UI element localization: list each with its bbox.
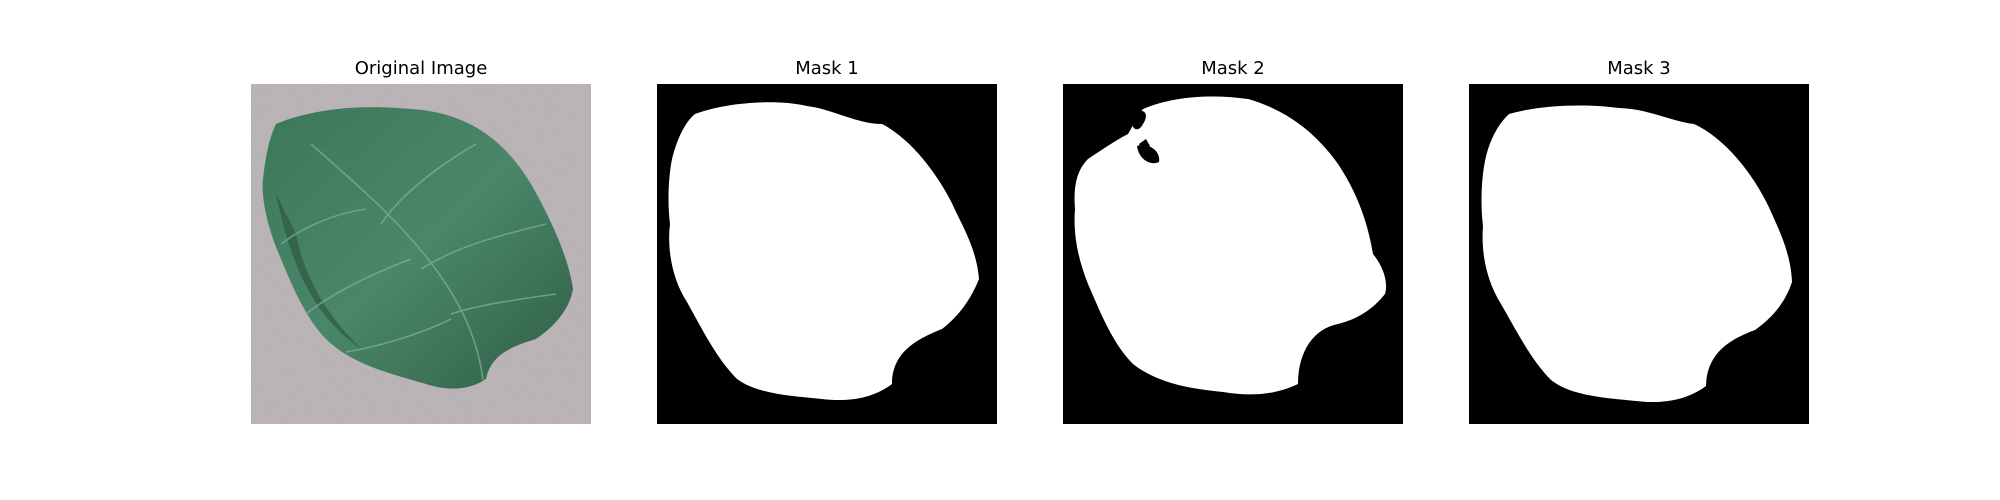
leaf-veins [280,143,557,381]
mask-hole [1137,144,1160,164]
mask-foreground [1481,105,1792,403]
mask-2-image [1063,84,1403,424]
mask-3-image [1469,84,1809,424]
mask-2 [1063,84,1403,424]
mask-3 [1469,84,1809,424]
mask-hole [1132,110,1146,130]
mask-hole [1139,139,1150,150]
mask-foreground [668,102,979,401]
mask-1 [657,84,997,424]
original-image [251,84,591,424]
panel-title: Original Image [354,58,488,79]
mask-foreground [1074,96,1387,395]
mask-1-image [657,84,997,424]
panel-title: Mask 3 [1607,58,1671,79]
leaf-photo [251,84,591,424]
panel-title: Mask 1 [795,58,859,79]
panel-title: Mask 2 [1201,58,1265,79]
